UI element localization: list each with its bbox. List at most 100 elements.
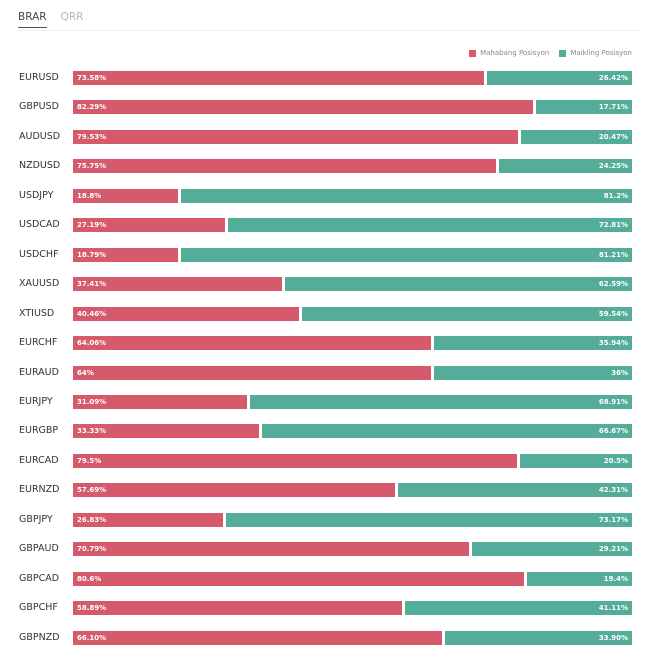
tab-qrr[interactable]: QRR bbox=[60, 11, 84, 23]
short-position-bar: 17.71% bbox=[536, 100, 632, 114]
tab-brar[interactable]: BRAR bbox=[18, 8, 47, 28]
tab-bar: BRAR QRR bbox=[18, 8, 83, 28]
bar-track: 64% 36% bbox=[73, 366, 632, 380]
chart-row: EURNZD 57.69% 42.31% bbox=[0, 483, 650, 497]
legend-item-long: Mahabang Posisyon bbox=[469, 49, 549, 57]
long-position-bar: 18.8% bbox=[73, 189, 178, 203]
legend-swatch-long bbox=[469, 49, 477, 57]
long-position-bar: 82.29% bbox=[73, 100, 533, 114]
symbol-label: USDCAD bbox=[19, 219, 60, 230]
bar-track: 75.75% 24.25% bbox=[73, 159, 632, 173]
chart-row: GBPCAD 80.6% 19.4% bbox=[0, 572, 650, 586]
symbol-label: EURAUD bbox=[19, 367, 59, 378]
long-position-bar: 27.19% bbox=[73, 218, 225, 232]
chart-row: XAUUSD 37.41% 62.59% bbox=[0, 277, 650, 291]
symbol-label: GBPCAD bbox=[19, 573, 60, 584]
symbol-label: EURGBP bbox=[19, 425, 59, 436]
short-position-bar: 66.67% bbox=[262, 424, 632, 438]
legend-label-long: Mahabang Posisyon bbox=[480, 49, 550, 57]
short-position-bar: 81.2% bbox=[181, 189, 632, 203]
long-position-bar: 58.89% bbox=[73, 601, 402, 615]
chart-row: EURCAD 79.5% 20.5% bbox=[0, 454, 650, 468]
symbol-label: GBPCHF bbox=[19, 602, 58, 613]
short-position-bar: 59.54% bbox=[302, 307, 632, 321]
chart-row: USDCHF 18.79% 81.21% bbox=[0, 248, 650, 262]
short-position-bar: 20.5% bbox=[520, 454, 632, 468]
long-position-bar: 80.6% bbox=[73, 572, 524, 586]
long-position-bar: 79.53% bbox=[73, 130, 518, 144]
chart-row: USDCAD 27.19% 72.81% bbox=[0, 218, 650, 232]
symbol-label: XAUUSD bbox=[19, 278, 60, 289]
long-position-bar: 64% bbox=[73, 366, 431, 380]
short-position-bar: 41.11% bbox=[405, 601, 632, 615]
short-position-bar: 33.90% bbox=[445, 631, 632, 645]
symbol-label: GBPJPY bbox=[19, 514, 53, 525]
bar-track: 27.19% 72.81% bbox=[73, 218, 632, 232]
chart-row: USDJPY 18.8% 81.2% bbox=[0, 189, 650, 203]
long-position-bar: 26.83% bbox=[73, 513, 223, 527]
symbol-label: USDCHF bbox=[19, 249, 59, 260]
short-position-bar: 24.25% bbox=[499, 159, 632, 173]
symbol-label: GBPNZD bbox=[19, 632, 60, 643]
bar-track: 79.5% 20.5% bbox=[73, 454, 632, 468]
short-position-bar: 73.17% bbox=[226, 513, 632, 527]
short-position-bar: 19.4% bbox=[527, 572, 632, 586]
symbol-label: EURJPY bbox=[19, 396, 53, 407]
chart-row: GBPJPY 26.83% 73.17% bbox=[0, 513, 650, 527]
long-position-bar: 40.46% bbox=[73, 307, 299, 321]
chart-row: NZDUSD 75.75% 24.25% bbox=[0, 159, 650, 173]
chart-row: GBPCHF 58.89% 41.11% bbox=[0, 601, 650, 615]
short-position-bar: 35.94% bbox=[434, 336, 632, 350]
chart-row: EURGBP 33.33% 66.67% bbox=[0, 424, 650, 438]
symbol-label: GBPUSD bbox=[19, 101, 59, 112]
long-position-bar: 33.33% bbox=[73, 424, 259, 438]
chart-row: GBPAUD 70.79% 29.21% bbox=[0, 542, 650, 556]
short-position-bar: 36% bbox=[434, 366, 632, 380]
long-position-bar: 70.79% bbox=[73, 542, 469, 556]
legend-item-short: Maikling Posisyon bbox=[559, 49, 632, 57]
symbol-label: XTIUSD bbox=[19, 308, 55, 319]
bar-track: 64.06% 35.94% bbox=[73, 336, 632, 350]
chart-row: EURAUD 64% 36% bbox=[0, 366, 650, 380]
long-position-bar: 18.79% bbox=[73, 248, 178, 262]
chart-row: EURCHF 64.06% 35.94% bbox=[0, 336, 650, 350]
bar-track: 73.58% 26.42% bbox=[73, 71, 632, 85]
bar-track: 18.79% 81.21% bbox=[73, 248, 632, 262]
bar-track: 80.6% 19.4% bbox=[73, 572, 632, 586]
bar-track: 79.53% 20.47% bbox=[73, 130, 632, 144]
long-position-bar: 79.5% bbox=[73, 454, 517, 468]
short-position-bar: 42.31% bbox=[398, 483, 632, 497]
short-position-bar: 81.21% bbox=[181, 248, 632, 262]
chart-row: EURUSD 73.58% 26.42% bbox=[0, 71, 650, 85]
long-position-bar: 66.10% bbox=[73, 631, 442, 645]
short-position-bar: 20.47% bbox=[521, 130, 632, 144]
short-position-bar: 29.21% bbox=[472, 542, 632, 556]
symbol-label: AUDUSD bbox=[19, 131, 61, 142]
bar-track: 37.41% 62.59% bbox=[73, 277, 632, 291]
long-position-bar: 75.75% bbox=[73, 159, 496, 173]
symbol-label: NZDUSD bbox=[19, 160, 61, 171]
bar-track: 82.29% 17.71% bbox=[73, 100, 632, 114]
bar-track: 33.33% 66.67% bbox=[73, 424, 632, 438]
symbol-label: GBPAUD bbox=[19, 543, 59, 554]
symbol-label: USDJPY bbox=[19, 190, 54, 201]
bar-track: 26.83% 73.17% bbox=[73, 513, 632, 527]
short-position-bar: 62.59% bbox=[285, 277, 632, 291]
legend-swatch-short bbox=[559, 49, 567, 57]
bar-track: 70.79% 29.21% bbox=[73, 542, 632, 556]
short-position-bar: 26.42% bbox=[487, 71, 632, 85]
short-position-bar: 68.91% bbox=[250, 395, 632, 409]
symbol-label: EURCHF bbox=[19, 337, 58, 348]
legend-label-short: Maikling Posisyon bbox=[570, 49, 632, 57]
long-position-bar: 73.58% bbox=[73, 71, 484, 85]
long-position-bar: 57.69% bbox=[73, 483, 395, 497]
bar-track: 58.89% 41.11% bbox=[73, 601, 632, 615]
bar-track: 18.8% 81.2% bbox=[73, 189, 632, 203]
bar-track: 31.09% 68.91% bbox=[73, 395, 632, 409]
symbol-label: EURUSD bbox=[19, 72, 59, 83]
chart-row: AUDUSD 79.53% 20.47% bbox=[0, 130, 650, 144]
bar-track: 66.10% 33.90% bbox=[73, 631, 632, 645]
chart-row: EURJPY 31.09% 68.91% bbox=[0, 395, 650, 409]
short-position-bar: 72.81% bbox=[228, 218, 632, 232]
bar-track: 40.46% 59.54% bbox=[73, 307, 632, 321]
